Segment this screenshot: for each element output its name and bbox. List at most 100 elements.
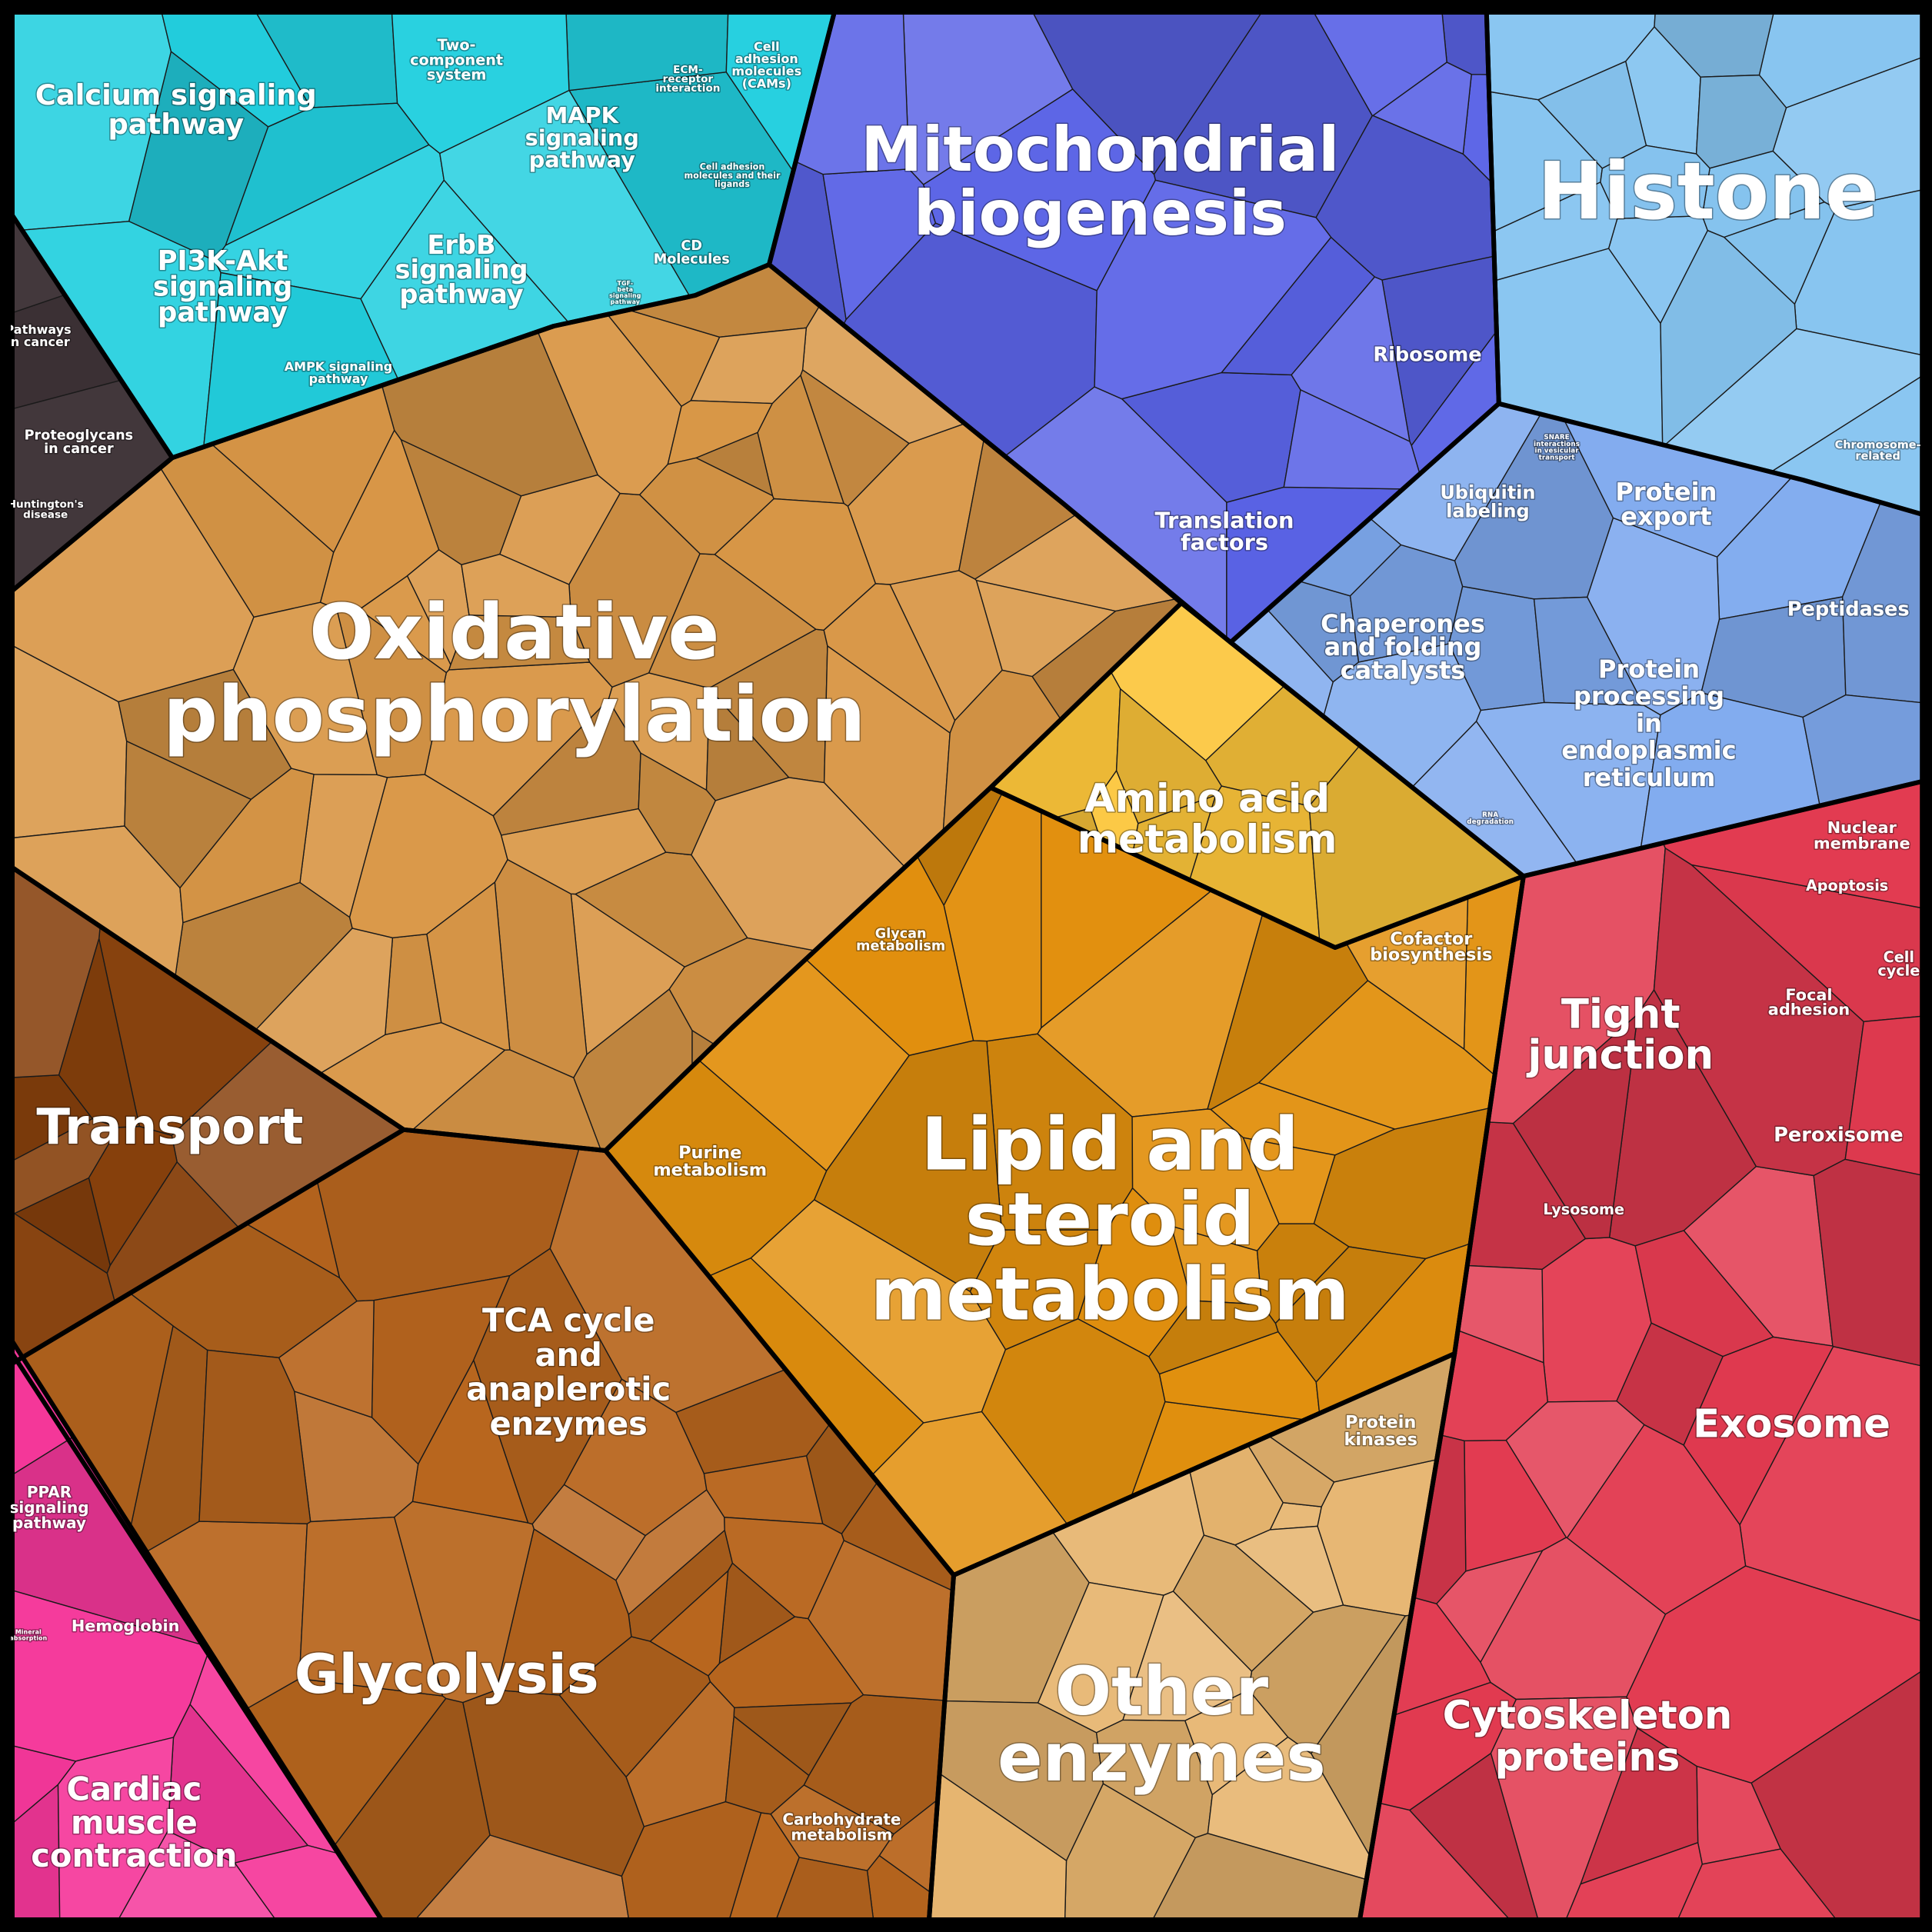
- label-lysosome: Lysosome: [1543, 1200, 1624, 1217]
- label-cytoskeleton-line: Cytoskeleton: [1443, 1693, 1733, 1739]
- label-purine: Purine metabolism: [653, 1143, 767, 1180]
- label-mito-biogenesis-line: biogenesis: [914, 178, 1287, 249]
- label-exosome: Exosome: [1693, 1401, 1890, 1447]
- label-ubiquitin-line: labeling: [1446, 501, 1530, 522]
- label-focal-adhesion-line: Focal: [1785, 985, 1832, 1004]
- label-hemoglobin: Hemoglobin: [72, 1617, 180, 1635]
- label-cell-cycle-line: cycle: [1877, 961, 1920, 979]
- label-erbb-line: pathway: [399, 279, 523, 309]
- label-tgf-beta: TGF-beta signaling pathway: [609, 280, 641, 305]
- label-tgf-beta-line: pathway: [611, 298, 641, 305]
- histone-cell: [1660, 229, 1797, 446]
- label-ecm-line: ECM-: [673, 64, 702, 76]
- label-other-enzymes-line: enzymes: [998, 1720, 1326, 1797]
- label-mito-biogenesis-line: Mitochondrial: [861, 114, 1339, 185]
- label-two-component-line: Two-: [438, 36, 476, 54]
- label-protein-export: Protein export: [1615, 478, 1717, 531]
- label-ppar-line: signaling: [9, 1497, 88, 1516]
- label-mineral-line: Mineral: [15, 1628, 42, 1635]
- oxphos-cell: [124, 740, 252, 889]
- label-chaperones-line: and folding: [1324, 632, 1482, 661]
- label-tca-line: anaplerotic: [466, 1371, 671, 1408]
- label-chaperones-line: catalysts: [1341, 656, 1466, 685]
- label-purine-line: Purine: [678, 1143, 741, 1163]
- label-focal-adhesion: Focal adhesion: [1768, 985, 1850, 1018]
- mito-cell: [1371, 62, 1472, 155]
- label-protein-kinases: Protein kinases: [1344, 1412, 1417, 1449]
- oxphos-cell: [691, 777, 906, 951]
- label-protein-kinases-line: Protein: [1345, 1412, 1416, 1432]
- label-huntington: Huntington's disease: [8, 498, 84, 521]
- label-cofactor-line: biosynthesis: [1370, 944, 1492, 964]
- label-tight-junction-line: Tight: [1561, 991, 1681, 1038]
- lipid-cell: [813, 1040, 1002, 1293]
- label-lipid-line: Lipid and: [921, 1102, 1299, 1187]
- label-cell-adhesion-ligands-line: Cell adhesion: [700, 162, 765, 172]
- label-glycolysis-line: Glycolysis: [295, 1642, 599, 1705]
- label-ampk-line: AMPK signaling: [285, 358, 392, 373]
- protein-cell: [1475, 701, 1661, 864]
- label-cell-adhesion-ligands-line: ligands: [715, 179, 750, 189]
- label-protein-export-line: Protein: [1615, 478, 1717, 507]
- label-chaperones: Chaperones and folding catalysts: [1321, 609, 1485, 685]
- label-pathways-cancer: Pathways in cancer: [5, 321, 72, 348]
- label-tca-line: enzymes: [489, 1404, 647, 1442]
- label-tight-junction-line: junction: [1526, 1031, 1714, 1078]
- lipid-cell: [981, 1318, 1166, 1526]
- label-peroxisome: Peroxisome: [1774, 1124, 1903, 1147]
- protein-cell: [1349, 544, 1464, 663]
- oxphos-cell: [232, 601, 378, 776]
- region-borders: [10, 10, 1925, 1922]
- label-nuclear-membrane-line: Nuclear: [1827, 818, 1897, 837]
- label-tca: TCA cycle and anaplerotic enzymes: [466, 1301, 671, 1442]
- label-histone: Histone: [1537, 146, 1878, 238]
- label-rna-degradation-line: degradation: [1467, 818, 1514, 826]
- label-cytoskeleton-line: proteins: [1495, 1734, 1681, 1780]
- label-ecm-line: interaction: [655, 82, 720, 95]
- label-translation: Translation factors: [1155, 507, 1294, 555]
- label-cd-molecules-line: Molecules: [654, 252, 730, 268]
- label-chaperones-line: Chaperones: [1321, 609, 1485, 638]
- label-purine-line: metabolism: [653, 1160, 767, 1180]
- label-amino-line: metabolism: [1078, 816, 1337, 862]
- label-protein-er-line: Protein: [1598, 655, 1700, 684]
- label-mapk-line: MAPK: [546, 102, 620, 128]
- label-glycolysis: Glycolysis: [295, 1642, 599, 1705]
- label-pathways-cancer-line: Pathways: [5, 321, 72, 336]
- label-cams-line: Cell: [754, 38, 780, 53]
- label-carbohydrate: Carbohydrate metabolism: [782, 1810, 901, 1844]
- label-pi3k-line: pathway: [158, 297, 288, 328]
- label-proteoglycans: Proteoglycans in cancer: [25, 428, 133, 457]
- label-chromosome: Chromosome-related: [1835, 439, 1921, 462]
- label-transport-line: Transport: [36, 1098, 303, 1155]
- red-cell: [1490, 1696, 1638, 1920]
- label-cell-adhesion-ligands: Cell adhesion molecules and their ligands: [684, 162, 780, 189]
- transport-cell: [58, 938, 141, 1128]
- label-peptidases: Peptidases: [1787, 598, 1910, 621]
- tca-cell: [278, 1299, 375, 1418]
- label-mineral-line: absorption: [9, 1634, 47, 1641]
- label-ribosome-line: Ribosome: [1373, 343, 1481, 366]
- label-ubiquitin: Ubiquitin labeling: [1440, 482, 1535, 522]
- label-ribosome: Ribosome: [1373, 343, 1481, 366]
- lipid-cell: [1131, 1108, 1280, 1252]
- label-rna-degradation-line: RNA: [1482, 811, 1498, 819]
- oxphos-cell: [823, 583, 956, 734]
- label-glycan-line: metabolism: [856, 938, 945, 954]
- label-pathways-cancer-line: in cancer: [6, 334, 69, 348]
- other-cell: [1247, 1604, 1407, 1754]
- label-huntington-line: Huntington's: [8, 498, 84, 511]
- label-cardiac: Cardiac muscle contraction: [31, 1770, 237, 1874]
- label-huntington-line: disease: [23, 509, 68, 521]
- label-tca-line: TCA cycle: [482, 1301, 655, 1339]
- label-transport: Transport: [36, 1098, 303, 1155]
- label-other-enzymes-line: Other: [1055, 1654, 1269, 1730]
- label-cofactor-line: Cofactor: [1390, 928, 1472, 948]
- label-peroxisome-line: Peroxisome: [1774, 1124, 1903, 1147]
- label-mapk: MAPK signaling pathway: [525, 102, 639, 173]
- label-ampk: AMPK signaling pathway: [285, 358, 392, 385]
- label-histone-line: Histone: [1537, 146, 1878, 238]
- label-chromosome-line: related: [1855, 451, 1900, 463]
- label-snare-line: interactions: [1534, 440, 1580, 448]
- other-cell: [1234, 1525, 1344, 1613]
